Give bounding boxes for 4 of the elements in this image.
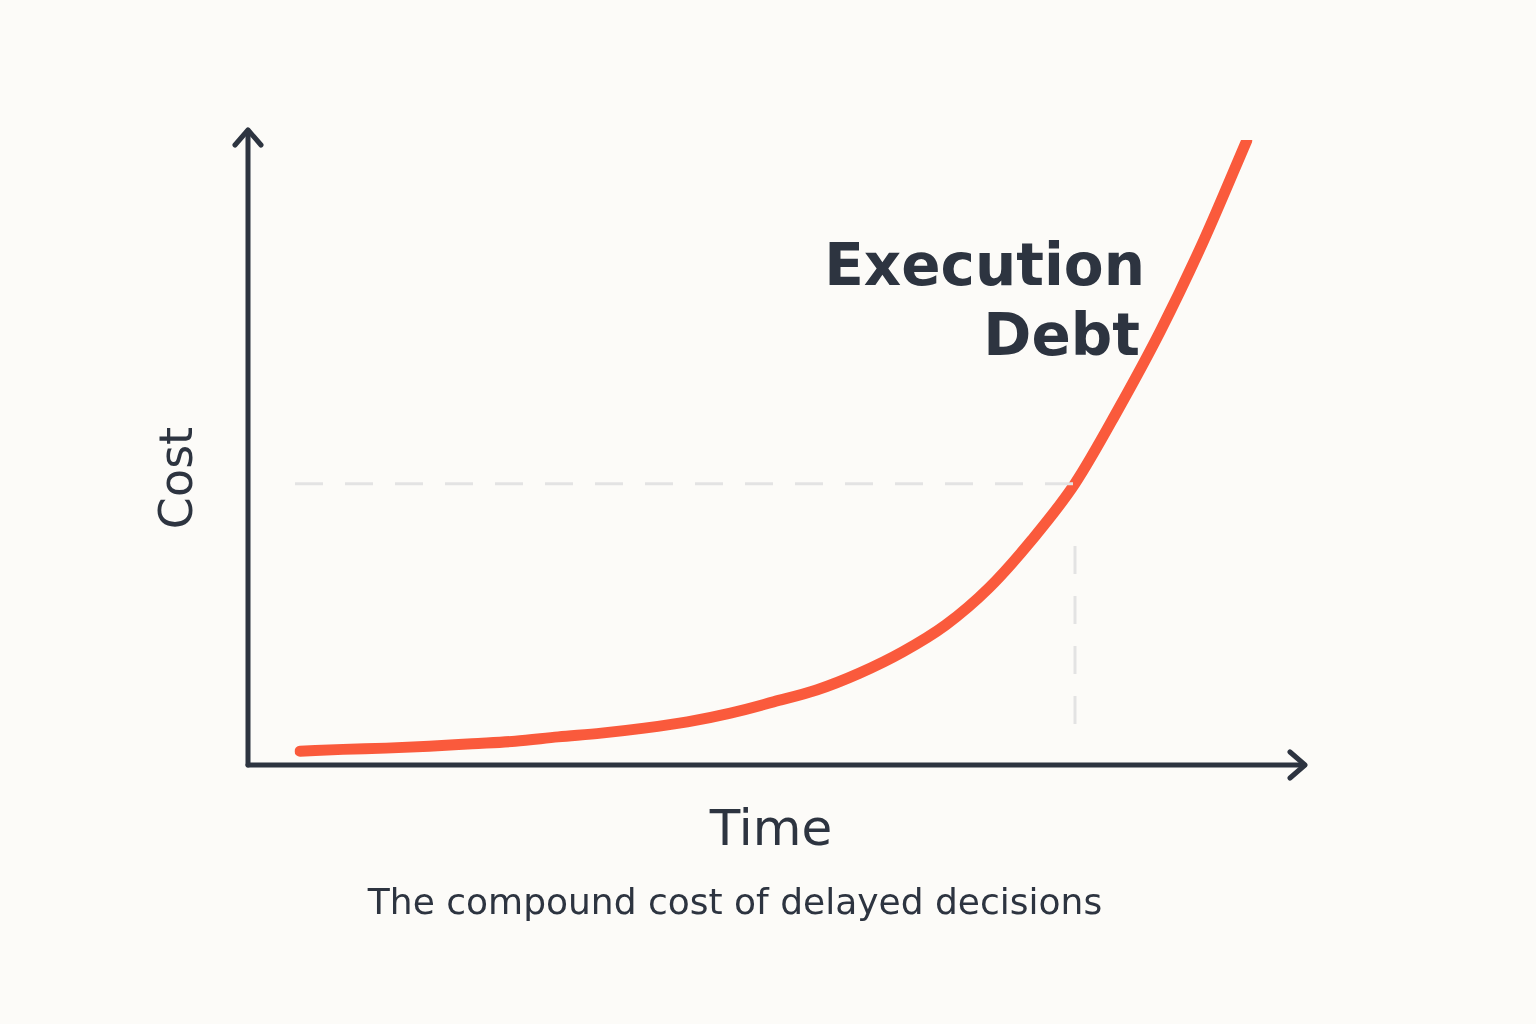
- series-label: Execution Debt: [824, 231, 1145, 370]
- x-axis-title: Time: [708, 798, 833, 857]
- text: The compound cost of delayed decisions: [366, 881, 1103, 923]
- y-axis-title: Cost: [148, 426, 203, 530]
